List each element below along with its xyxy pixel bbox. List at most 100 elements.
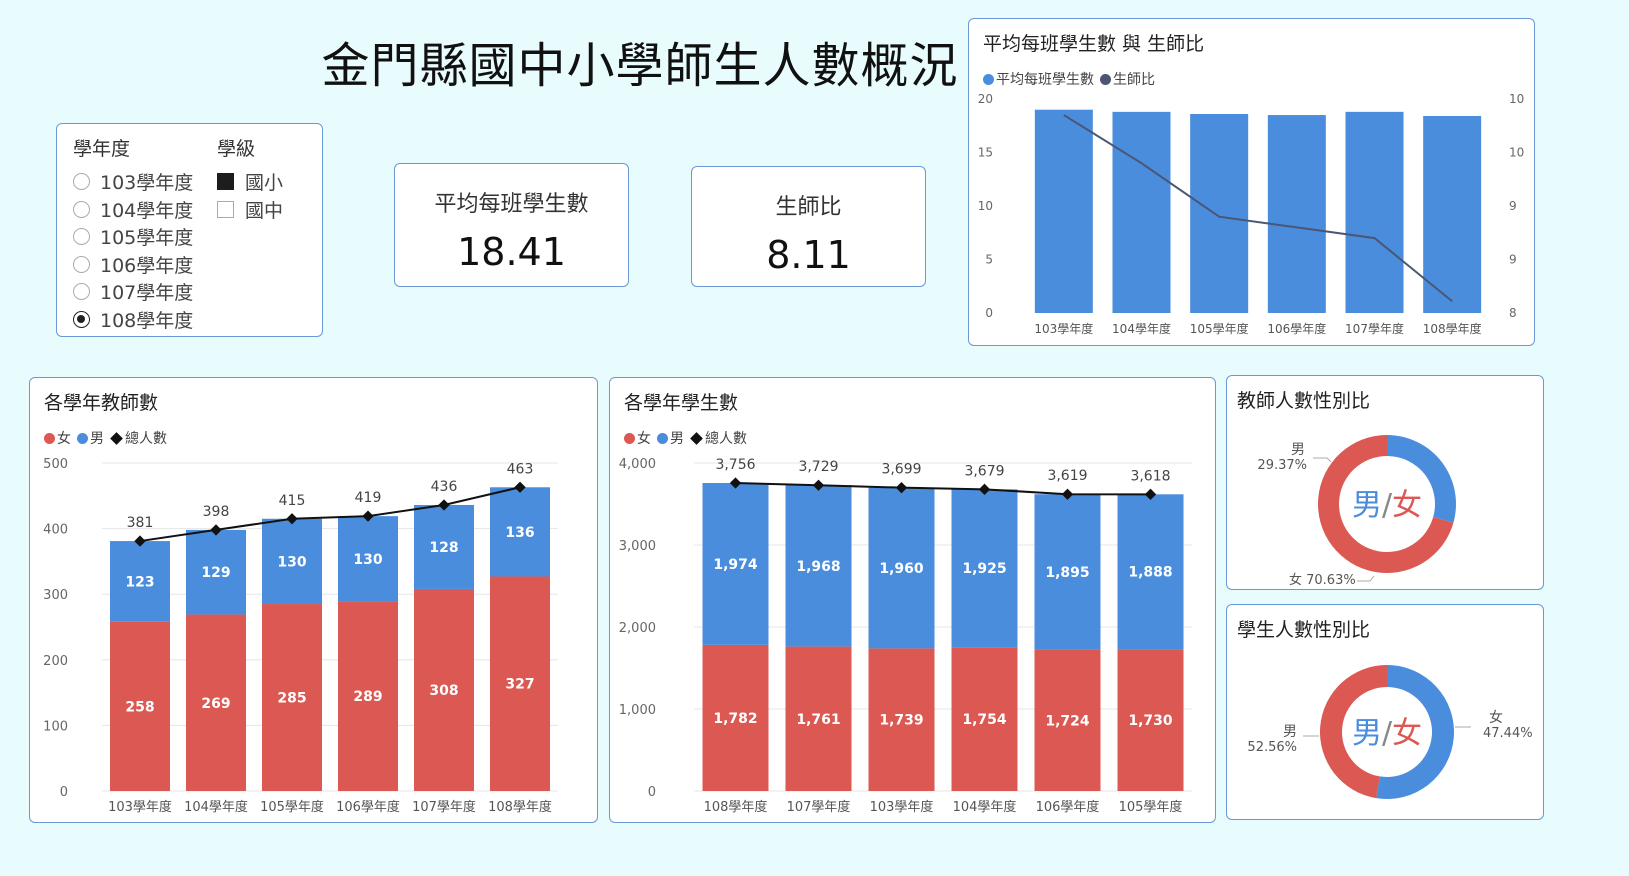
data-label-male: 1,895 (1045, 565, 1089, 581)
legend-avg-students[interactable]: 平均每班學生數 (983, 69, 1094, 89)
avg-students-value: 18.41 (457, 230, 566, 274)
center-female: 女 (1392, 488, 1422, 523)
slice-label-female-pct: 47.44% (1483, 726, 1533, 741)
x-tick-label: 108學年度 (704, 799, 768, 815)
bar-female (785, 646, 852, 791)
slice-label-female: 女 70.63% (1289, 572, 1356, 588)
teachers-chart-panel: 各學年教師數 女 男 總人數 0 100 200 300 400 500 258 123 103… (29, 377, 598, 823)
level-slicer-header: 學級 (217, 138, 256, 160)
data-label-female: 289 (353, 689, 382, 705)
bar-avg-students (1034, 109, 1093, 313)
checkbox-icon[interactable] (217, 200, 234, 218)
line-total (735, 482, 1151, 496)
bar-female (1034, 649, 1101, 791)
combo-chart-svg: 0 5 10 15 20 8 9 9 10 10 103學年度 104學年度 105學年度 106學年度 1… (978, 92, 1525, 336)
x-tick-label: 104學年度 (1112, 321, 1171, 336)
radio-icon[interactable] (73, 283, 90, 300)
combo-chart-title: 平均每班學生數 與 生師比 (983, 33, 1205, 55)
data-label-male: 1,974 (713, 557, 758, 573)
year-option[interactable]: 105學年度 (73, 223, 193, 250)
year-option-label: 106學年度 (100, 254, 194, 277)
slice-label-male-name: 男 (1291, 442, 1305, 458)
bar-avg-students (1112, 111, 1171, 313)
data-label-female: 1,782 (713, 711, 757, 727)
y-tick-label: 0 (648, 785, 656, 800)
y-right-tick-label: 9 (1509, 199, 1517, 213)
checkbox-checked-icon[interactable] (217, 173, 234, 190)
slice-male (1387, 435, 1456, 523)
bar-male (1034, 494, 1101, 650)
bar-female (951, 647, 1018, 791)
data-label-female: 1,739 (879, 713, 923, 729)
legend-dot-icon (77, 432, 88, 444)
radio-icon[interactable] (73, 228, 90, 245)
bar-female (868, 648, 935, 791)
x-tick-label: 103學年度 (1034, 321, 1093, 336)
data-label-total: 3,619 (1047, 468, 1087, 484)
avg-students-label: 平均每班學生數 (434, 192, 589, 217)
data-label-female: 1,754 (962, 712, 1007, 728)
year-option-label: 104學年度 (100, 199, 194, 222)
bar-male (490, 487, 550, 577)
year-slicer-header: 學年度 (73, 138, 131, 160)
data-label-male: 128 (429, 540, 458, 556)
y-tick-label: 15 (978, 146, 993, 160)
center-male: 男 (1352, 488, 1382, 523)
radio-icon[interactable] (73, 200, 90, 218)
legend-total[interactable]: 總人數 (110, 428, 167, 448)
x-tick-label: 105學年度 (1190, 321, 1249, 336)
data-label-total: 3,618 (1130, 468, 1170, 484)
slice-label-male-name: 男 (1283, 724, 1297, 740)
legend-dot-icon (657, 432, 668, 444)
legend-total[interactable]: 總人數 (690, 428, 747, 448)
year-option-label: 103學年度 (100, 172, 194, 194)
x-tick-label: 107學年度 (787, 799, 851, 815)
year-option[interactable]: 106學年度 (73, 251, 193, 278)
level-option[interactable]: 國小 (217, 168, 283, 195)
year-option[interactable]: 107學年度 (73, 278, 193, 305)
data-label-male: 130 (277, 554, 306, 570)
y-tick-label: 0 (60, 785, 68, 800)
x-tick-label: 106學年度 (1267, 321, 1326, 336)
x-tick-label: 103學年度 (870, 799, 934, 815)
radio-selected-icon[interactable] (73, 310, 90, 328)
data-label-female: 1,724 (1045, 713, 1090, 729)
year-option[interactable]: 103學年度 (73, 168, 193, 195)
bar-male (262, 518, 322, 605)
year-option-label: 107學年度 (100, 282, 194, 304)
donut-center-label: 男/女 (1352, 716, 1422, 751)
bar-male (338, 516, 398, 602)
bar-male (110, 541, 170, 622)
year-option[interactable]: 108學年度 (73, 306, 193, 333)
data-label-female: 1,730 (1128, 713, 1173, 729)
total-marker (1144, 488, 1157, 500)
y-tick-label: 20 (978, 92, 993, 106)
legend-female[interactable]: 女 (44, 428, 71, 448)
legend-male[interactable]: 男 (657, 428, 684, 448)
data-label-total: 3,756 (715, 457, 755, 473)
y-tick-label: 5 (985, 253, 993, 267)
x-tick-label: 106學年度 (336, 799, 400, 815)
year-option[interactable]: 104學年度 (73, 196, 193, 223)
legend-female[interactable]: 女 (624, 428, 651, 448)
radio-icon[interactable] (73, 173, 90, 190)
data-label-male: 1,888 (1128, 565, 1172, 581)
legend-male[interactable]: 男 (77, 428, 104, 448)
bar-male (702, 483, 769, 645)
slice-female (1320, 665, 1387, 799)
legend-ratio[interactable]: 生師比 (1100, 69, 1155, 89)
y-tick-label: 100 (43, 719, 68, 734)
data-label-total: 398 (203, 504, 230, 520)
data-label-male: 136 (505, 525, 534, 541)
teacher-gender-title: 教師人數性別比 (1237, 390, 1371, 412)
legend-dot-icon (1100, 73, 1111, 85)
bar-female (414, 588, 474, 791)
level-option[interactable]: 國中 (217, 196, 283, 223)
center-female: 女 (1392, 716, 1422, 751)
data-label-female: 285 (277, 691, 306, 707)
leader-line (1357, 575, 1375, 582)
leader-line (1313, 457, 1332, 463)
total-marker (1061, 488, 1074, 500)
radio-icon[interactable] (73, 255, 90, 273)
y-right-tick-label: 10 (1509, 146, 1524, 160)
